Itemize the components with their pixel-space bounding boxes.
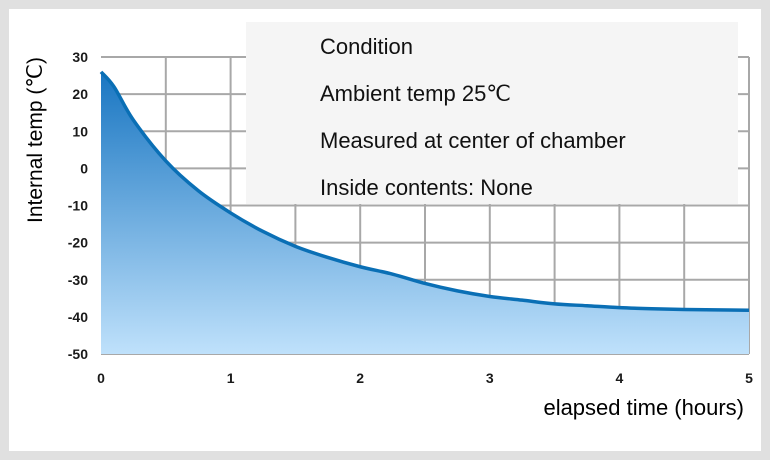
temperature-area bbox=[101, 71, 749, 354]
x-tick-label: 4 bbox=[616, 370, 624, 386]
temperature-line bbox=[99, 70, 750, 312]
x-axis-label: elapsed time (hours) bbox=[543, 395, 744, 420]
y-tick-label: -10 bbox=[68, 198, 88, 214]
y-tick-label: 10 bbox=[72, 123, 88, 139]
x-tick-label: 0 bbox=[97, 370, 105, 386]
y-tick-label: -30 bbox=[68, 272, 88, 288]
y-tick-label: -50 bbox=[68, 346, 88, 362]
y-tick-label: -20 bbox=[68, 235, 88, 251]
x-tick-label: 3 bbox=[486, 370, 494, 386]
y-axis-label: Internal temp (℃) bbox=[24, 57, 47, 223]
condition-heading: Condition bbox=[320, 34, 413, 59]
condition-box bbox=[246, 22, 738, 204]
x-tick-label: 5 bbox=[745, 370, 753, 386]
x-tick-label: 1 bbox=[227, 370, 235, 386]
measurement-location-note: Measured at center of chamber bbox=[320, 128, 626, 153]
y-tick-labels: 30 20 10 0 -10 -20 -30 -40 -50 bbox=[68, 49, 88, 362]
x-tick-labels: 0 1 2 3 4 5 bbox=[97, 370, 753, 386]
y-tick-label: 0 bbox=[80, 160, 88, 176]
ambient-temp-note: Ambient temp 25℃ bbox=[320, 81, 511, 106]
y-tick-label: 20 bbox=[72, 86, 88, 102]
y-tick-label: -40 bbox=[68, 309, 88, 325]
x-axis-label-bg bbox=[478, 392, 750, 426]
x-tick-label: 2 bbox=[356, 370, 364, 386]
y-tick-label: 30 bbox=[72, 49, 88, 65]
inside-contents-note: Inside contents: None bbox=[320, 175, 533, 200]
